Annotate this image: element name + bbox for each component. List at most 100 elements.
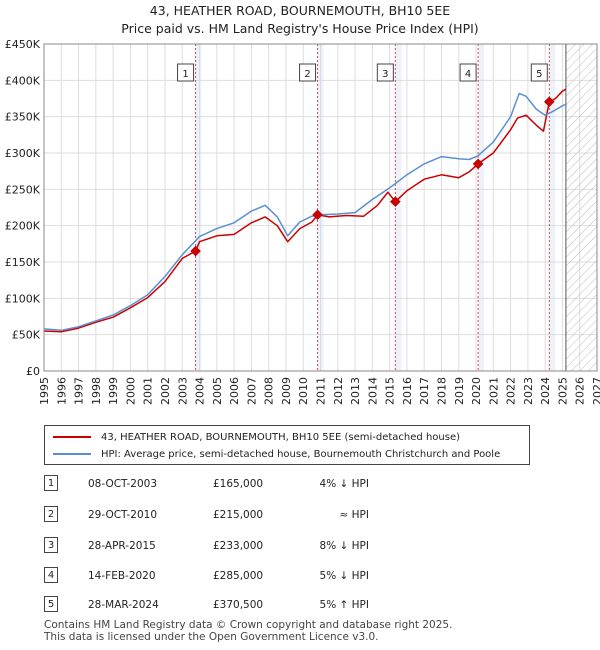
x-tick-label: 2005 <box>211 377 224 405</box>
x-tick-label: 2009 <box>280 377 293 405</box>
x-tick-label: 2006 <box>228 377 241 405</box>
footer-copyright: Contains HM Land Registry data © Crown c… <box>44 619 453 631</box>
sale-label-box <box>376 63 394 82</box>
x-tick-label: 1996 <box>55 377 68 405</box>
table-row: 1 08-OCT-2003 £165,000 4% ↓ HPI <box>0 475 600 495</box>
x-tick-label: 2020 <box>470 377 483 405</box>
x-tick-label: 2001 <box>142 377 155 405</box>
y-tick-label: £450K <box>5 38 41 51</box>
sale-number-badge: 5 <box>44 596 58 612</box>
sale-highlight-band <box>549 44 556 371</box>
sale-label-box <box>459 63 477 82</box>
x-tick-label: 1995 <box>38 377 51 405</box>
sale-label-number: 3 <box>382 69 388 80</box>
sale-highlight-band <box>395 44 402 371</box>
x-tick-label: 2024 <box>539 377 552 405</box>
x-tick-label: 2018 <box>435 377 448 405</box>
sale-highlight-band <box>317 44 324 371</box>
plot-frame <box>43 43 598 372</box>
chart-legend: 43, HEATHER ROAD, BOURNEMOUTH, BH10 5EE … <box>44 425 530 465</box>
sale-point <box>190 245 201 257</box>
sale-point <box>312 209 323 221</box>
sale-label-box <box>530 63 548 82</box>
x-tick-label: 2002 <box>159 377 172 405</box>
table-row: 3 28-APR-2015 £233,000 8% ↓ HPI <box>0 537 600 557</box>
table-row: 5 28-MAR-2024 £370,500 5% ↑ HPI <box>0 596 600 616</box>
x-tick-label: 2025 <box>556 377 569 405</box>
sale-highlight-band <box>195 44 202 371</box>
x-tick-label: 2022 <box>505 377 518 405</box>
table-row: 2 29-OCT-2010 £215,000 ≈ HPI <box>0 506 600 526</box>
sale-hpi-diff: 4% ↓ HPI <box>319 478 369 490</box>
x-tick-label: 2023 <box>522 377 535 405</box>
sale-hpi-diff: ≈ HPI <box>339 509 369 521</box>
property-price-line <box>43 88 567 333</box>
x-tick-label: 2019 <box>453 377 466 405</box>
sale-label-number: 5 <box>536 69 542 80</box>
sale-point <box>389 196 401 208</box>
y-tick-label: £350K <box>5 111 41 124</box>
sale-label-box <box>299 63 317 82</box>
sale-price: £215,000 <box>213 509 264 521</box>
legend-item-hpi: HPI: Average price, semi-detached house,… <box>53 446 500 462</box>
y-tick-label: £100K <box>5 292 41 305</box>
chart-title-line2: Price paid vs. HM Land Registry's House … <box>121 21 479 36</box>
sale-date: 28-APR-2015 <box>88 540 156 552</box>
y-tick-label: £250K <box>5 183 41 196</box>
sale-hpi-diff: 5% ↑ HPI <box>319 599 369 611</box>
sale-label-box <box>177 63 195 82</box>
x-tick-label: 1997 <box>73 377 86 405</box>
sale-label-number: 1 <box>182 69 188 80</box>
x-tick-label: 2003 <box>176 377 189 405</box>
sale-hpi-diff: 5% ↓ HPI <box>319 570 369 582</box>
sale-date: 28-MAR-2024 <box>88 599 159 611</box>
x-tick-label: 2017 <box>418 377 431 405</box>
sale-number-badge: 3 <box>44 537 58 553</box>
x-tick-label: 2010 <box>297 377 310 405</box>
sale-hpi-diff: 8% ↓ HPI <box>319 540 369 552</box>
sale-number-badge: 1 <box>44 475 58 491</box>
sale-highlight-band <box>478 44 485 371</box>
sale-number-badge: 2 <box>44 506 58 522</box>
sale-label-number: 4 <box>465 69 471 80</box>
x-tick-label: 2027 <box>591 377 600 405</box>
sale-point <box>543 96 555 108</box>
sale-date: 14-FEB-2020 <box>88 570 156 582</box>
table-row: 4 14-FEB-2020 £285,000 5% ↓ HPI <box>0 567 600 587</box>
sale-price: £233,000 <box>213 540 264 552</box>
y-tick-label: £300K <box>5 147 41 160</box>
x-tick-label: 2011 <box>315 377 328 405</box>
chart-title-line1: 43, HEATHER ROAD, BOURNEMOUTH, BH10 5EE <box>149 3 451 18</box>
x-tick-label: 2008 <box>263 377 276 405</box>
legend-swatch-property <box>53 436 91 438</box>
x-tick-label: 2014 <box>366 377 379 405</box>
sale-label-number: 2 <box>304 69 310 80</box>
legend-label-hpi: HPI: Average price, semi-detached house,… <box>101 448 501 460</box>
legend-label-property: 43, HEATHER ROAD, BOURNEMOUTH, BH10 5EE … <box>101 431 460 443</box>
x-tick-label: 2016 <box>401 377 414 405</box>
x-tick-label: 2013 <box>349 377 362 405</box>
y-tick-label: £400K <box>5 74 41 87</box>
sale-number-badge: 4 <box>44 567 58 583</box>
sale-price: £165,000 <box>213 478 264 490</box>
forecast-hatch-region <box>565 44 597 371</box>
legend-swatch-hpi <box>53 453 91 455</box>
sale-price: £285,000 <box>213 570 264 582</box>
y-tick-label: £200K <box>5 220 41 233</box>
x-tick-label: 2012 <box>332 377 345 405</box>
y-tick-label: £50K <box>12 329 41 342</box>
x-tick-label: 2026 <box>574 377 587 405</box>
x-tick-label: 1999 <box>107 377 120 405</box>
y-tick-label: £0 <box>26 365 40 378</box>
footer-license: This data is licensed under the Open Gov… <box>44 631 379 643</box>
sale-price: £370,500 <box>213 599 264 611</box>
hpi-line <box>43 92 567 332</box>
x-tick-label: 2000 <box>124 377 137 405</box>
y-tick-label: £150K <box>5 256 41 269</box>
sale-date: 08-OCT-2003 <box>88 478 157 490</box>
x-tick-label: 2015 <box>384 377 397 405</box>
x-tick-label: 2004 <box>194 377 207 405</box>
price-chart: 1 2 3 4 5 £0 £50K £100K £150K £200K £250K £300K £35… <box>5 38 600 405</box>
x-tick-label: 1998 <box>90 377 103 405</box>
sale-point <box>472 158 484 170</box>
